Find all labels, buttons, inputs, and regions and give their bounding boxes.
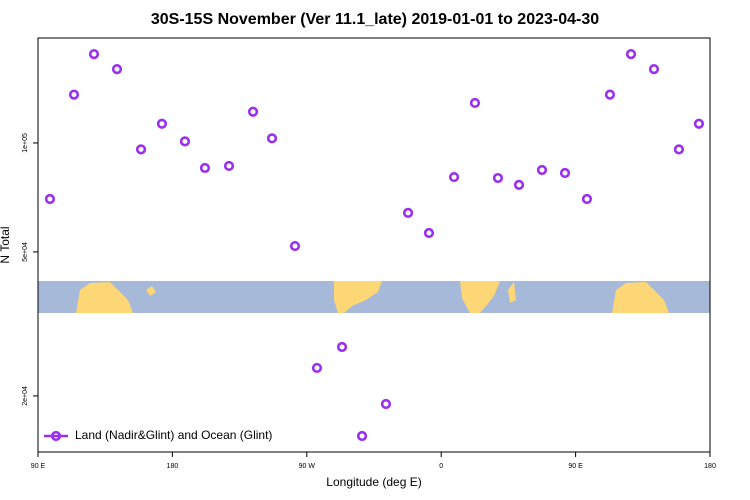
y-axis-label: N Total (0, 226, 12, 263)
data-point (559, 167, 571, 179)
x-tick-label: 180 (704, 463, 716, 470)
data-point (581, 193, 593, 205)
y-tick-label: 5e+04 (22, 242, 29, 262)
data-point (88, 49, 100, 60)
data-point (693, 118, 705, 129)
data-point (247, 106, 259, 117)
data-point (199, 162, 211, 174)
data-point (604, 89, 616, 100)
x-axis-label: Longitude (deg E) (326, 475, 421, 489)
data-point (111, 63, 123, 75)
data-point (68, 89, 80, 100)
chart-title: 30S-15S November (Ver 11.1_late) 2019-01… (151, 11, 599, 28)
data-point (311, 362, 323, 374)
data-point (673, 144, 685, 155)
data-point (289, 240, 301, 252)
data-point (44, 193, 56, 205)
data-point (380, 398, 392, 410)
x-tick-label: 180 (167, 463, 179, 470)
data-point (179, 136, 191, 147)
data-point (423, 227, 435, 239)
data-point (266, 133, 278, 144)
x-tick-label: 90 W (299, 463, 316, 470)
data-point (356, 430, 368, 442)
data-point (469, 97, 481, 109)
plot-frame (37, 37, 711, 453)
data-point (156, 118, 168, 129)
legend-label: Land (Nadir&Glint) and Ocean (Glint) (75, 428, 272, 442)
data-point (513, 179, 525, 190)
x-tick-label: 0 (439, 463, 443, 470)
data-point (492, 172, 504, 184)
x-tick-label: 90 E (568, 463, 583, 470)
data-point (648, 63, 660, 75)
data-point (402, 207, 414, 218)
data-point (135, 144, 147, 155)
data-point (223, 160, 235, 172)
data-point (625, 49, 637, 60)
map-strip (38, 281, 710, 313)
data-point (336, 341, 348, 353)
legend-marker (50, 430, 62, 442)
y-tick-label: 2e+04 (22, 386, 29, 406)
y-tick-label: 1e+05 (22, 133, 29, 153)
x-tick-label: 90 E (31, 463, 46, 470)
data-point (536, 164, 548, 176)
data-point (448, 171, 460, 183)
